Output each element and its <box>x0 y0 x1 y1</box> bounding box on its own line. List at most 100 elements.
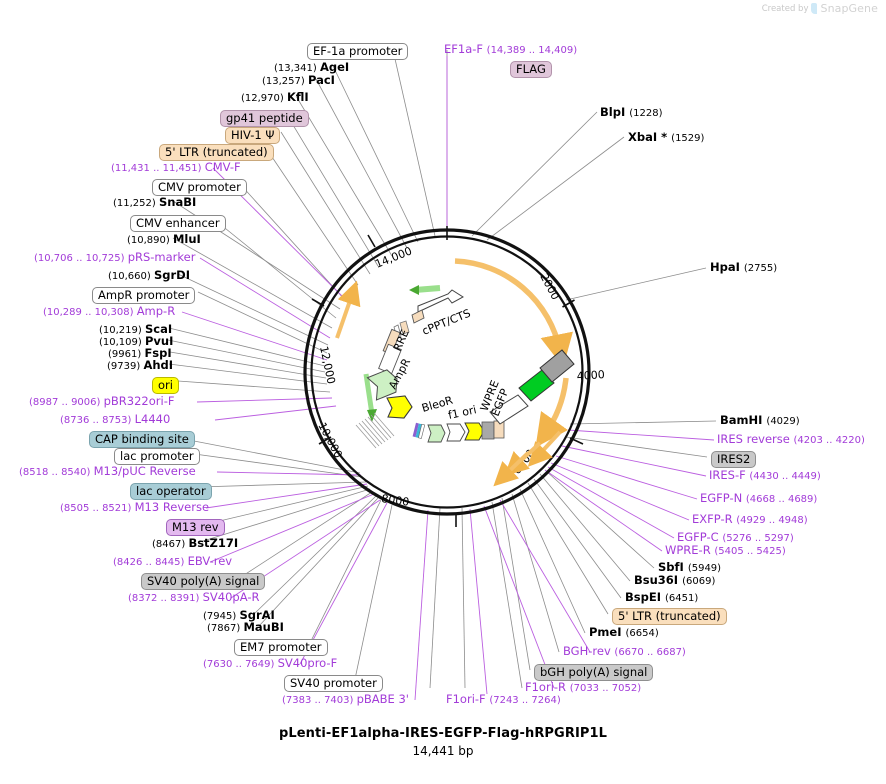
feature-label-sv40-poly-a-signal[interactable]: SV40 poly(A) signal <box>141 573 266 591</box>
feature-label-lac-promoter[interactable]: lac promoter <box>114 448 200 466</box>
enzyme-label-paci[interactable]: (13,257) PacI <box>262 74 335 87</box>
primer-label-sv40pa-r[interactable]: (8372 .. 8391) SV40pA-R <box>128 591 259 604</box>
feature-label-m13-rev[interactable]: M13 rev <box>166 519 225 537</box>
enzyme-label-bspei[interactable]: BspEI (6451) <box>625 591 698 604</box>
primer-name: M13 Reverse <box>134 500 210 514</box>
primer-label-bgh-rev[interactable]: BGH-rev (6670 .. 6687) <box>563 645 686 658</box>
primer-label-exfp-r[interactable]: EXFP-R (4929 .. 4948) <box>692 512 808 526</box>
primer-label-amp-r[interactable]: (10,289 .. 10,308) Amp-R <box>43 305 175 318</box>
enzyme-label-ahdi[interactable]: (9739) AhdI <box>107 359 173 372</box>
enzyme-label-maubi[interactable]: (7867) MauBI <box>207 621 284 634</box>
primer-coordinates: (6670 .. 6687) <box>614 647 686 658</box>
feature-label-cmv-enhancer[interactable]: CMV enhancer <box>130 215 226 233</box>
enzyme-label-bamhi[interactable]: BamHI (4029) <box>720 414 800 427</box>
enzyme-name: AgeI <box>319 60 350 74</box>
enzyme-label-sgrdi[interactable]: (10,660) SgrDI <box>108 269 190 282</box>
tick-label-12000: 12,000 <box>317 345 338 385</box>
primer-name: pBR322ori-F <box>103 394 175 408</box>
tick-label-8000: 8000 <box>381 492 411 509</box>
feature-label-5-ltr-truncated[interactable]: 5' LTR (truncated) <box>612 608 727 626</box>
primer-coordinates: (11,431 .. 11,451) <box>111 163 205 174</box>
feature-label-gp41-peptide[interactable]: gp41 peptide <box>220 110 309 128</box>
feature-label-bgh-poly-a-signal[interactable]: bGH poly(A) signal <box>534 664 654 682</box>
primer-name: EBV-rev <box>187 554 233 568</box>
enzyme-label-sbfi[interactable]: SbfI (5949) <box>658 561 722 574</box>
primer-coordinates: (8426 .. 8445) <box>113 557 188 568</box>
feature-label-em7-promoter[interactable]: EM7 promoter <box>234 639 328 657</box>
enzyme-label-bsu36i[interactable]: Bsu36I (6069) <box>634 574 715 587</box>
primer-label-ires-reverse[interactable]: IRES reverse (4203 .. 4220) <box>717 432 865 446</box>
primer-name: IRES reverse <box>717 432 794 446</box>
enzyme-label-xbai[interactable]: XbaI * (1529) <box>628 130 704 144</box>
primer-label-m13-reverse[interactable]: (8505 .. 8521) M13 Reverse <box>60 500 210 514</box>
plasmid-title-block: pLenti-EF1alpha-IRES-EGFP-Flag-hRPGRIP1L… <box>0 726 886 758</box>
primer-label-f1ori-r[interactable]: F1ori-R (7033 .. 7052) <box>525 681 641 694</box>
inner-feature-glyphs <box>355 289 575 449</box>
primer-name: EXFP-R <box>692 512 737 526</box>
primer-name: CMV-F <box>204 160 241 174</box>
enzyme-position: (8467) <box>152 539 189 550</box>
primer-label-ires-f[interactable]: IRES-F (4430 .. 4449) <box>709 468 821 482</box>
feature-label-flag[interactable]: FLAG <box>510 61 552 79</box>
enzyme-label-kfli[interactable]: (12,970) KflI <box>241 91 309 104</box>
primer-label-pbr322ori-f[interactable]: (8987 .. 9006) pBR322ori-F <box>29 394 175 408</box>
snapgene-watermark: Created by SnapGene <box>762 2 878 15</box>
tick-label-4000: 4000 <box>576 368 605 383</box>
feature-label-cmv-promoter[interactable]: CMV promoter <box>152 179 247 197</box>
enzyme-label-pmei[interactable]: PmeI (6654) <box>589 625 659 639</box>
enzyme-position: (1228) <box>629 108 663 119</box>
backbone-inner-ring <box>310 235 584 509</box>
primer-label-prs-marker[interactable]: (10,706 .. 10,725) pRS-marker <box>34 251 195 264</box>
snapgene-logo-icon <box>811 3 818 14</box>
enzyme-position: (6654) <box>625 628 659 639</box>
enzyme-label-scai[interactable]: (10,219) ScaI <box>99 323 172 336</box>
primer-label-egfp-c[interactable]: EGFP-C (5276 .. 5297) <box>677 531 794 544</box>
feature-label-ori[interactable]: ori <box>152 377 179 395</box>
primer-name: SV40pro-F <box>277 656 338 670</box>
primer-label-pbabe-3[interactable]: (7383 .. 7403) pBABE 3' <box>282 693 409 706</box>
enzyme-name: XbaI * <box>628 130 672 144</box>
feature-name-cPPT: cPPT/CTS <box>420 307 472 338</box>
primer-label-egfp-n[interactable]: EGFP-N (4668 .. 4689) <box>700 492 818 505</box>
feature-label-sv40-promoter[interactable]: SV40 promoter <box>284 675 383 693</box>
feature-label-ires2[interactable]: IRES2 <box>711 451 757 469</box>
feature-label-ampr-promoter[interactable]: AmpR promoter <box>92 287 196 305</box>
enzyme-label-blpi[interactable]: BlpI (1228) <box>600 106 663 119</box>
primer-name: WPRE-R <box>665 543 715 557</box>
feature-label-5-ltr-truncated[interactable]: 5' LTR (truncated) <box>159 144 274 162</box>
enzyme-label-mlui[interactable]: (10,890) MluI <box>127 233 201 246</box>
primer-name: EF1a-F <box>444 42 487 56</box>
feature-label-cap-binding-site[interactable]: CAP binding site <box>89 431 195 449</box>
primer-label-wpre-r[interactable]: WPRE-R (5405 .. 5425) <box>665 543 786 557</box>
enzyme-position: (13,257) <box>262 76 308 87</box>
primer-coordinates: (4668 .. 4689) <box>745 494 818 505</box>
enzyme-name: PmeI <box>589 625 626 639</box>
primer-coordinates: (8505 .. 8521) <box>60 503 135 514</box>
enzyme-position: (5949) <box>687 563 722 574</box>
feature-label-lac-operator[interactable]: lac operator <box>130 483 212 501</box>
feature-name-RRE: RRE <box>391 328 412 354</box>
feature-label-hiv-1[interactable]: HIV-1 Ψ <box>225 127 281 145</box>
primer-label-l4440[interactable]: (8736 .. 8753) L4440 <box>60 413 170 426</box>
enzyme-label-bstz17i[interactable]: (8467) BstZ17I <box>152 537 238 550</box>
enzyme-label-agei[interactable]: (13,341) AgeI <box>274 60 350 74</box>
primer-label-f1ori-f[interactable]: F1ori-F (7243 .. 7264) <box>446 693 561 706</box>
primer-coordinates: (4430 .. 4449) <box>749 471 821 482</box>
primer-name: M13/pUC Reverse <box>93 464 196 478</box>
primer-label-ef1a-f[interactable]: EF1a-F (14,389 .. 14,409) <box>444 42 577 56</box>
primer-label-m13-puc-reverse[interactable]: (8518 .. 8540) M13/pUC Reverse <box>19 464 196 478</box>
enzyme-label-pvui[interactable]: (10,109) PvuI <box>99 335 173 348</box>
enzyme-label-sgrai[interactable]: (7945) SgrAI <box>203 609 275 622</box>
enzyme-label-snabi[interactable]: (11,252) SnaBI <box>113 196 196 209</box>
primer-label-cmv-f[interactable]: (11,431 .. 11,451) CMV-F <box>111 160 241 174</box>
feature-name-AmpR: AmpR <box>386 356 413 391</box>
primer-label-sv40pro-f[interactable]: (7630 .. 7649) SV40pro-F <box>203 656 338 670</box>
watermark-created-by: Created by <box>761 3 809 14</box>
tick-number-labels: 2000 4000 6000 8000 10,000 12,000 14,000 <box>315 244 605 509</box>
feature-label-ef-1a-promoter[interactable]: EF-1a promoter <box>307 43 409 61</box>
primer-label-ebv-rev[interactable]: (8426 .. 8445) EBV-rev <box>113 554 233 568</box>
enzyme-label-fspi[interactable]: (9961) FspI <box>108 347 172 360</box>
enzyme-label-hpai[interactable]: HpaI (2755) <box>710 261 777 274</box>
primer-name: IRES-F <box>709 468 750 482</box>
